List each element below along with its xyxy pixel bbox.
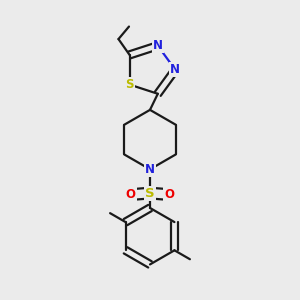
Text: O: O [126,188,136,201]
Text: N: N [145,163,155,176]
Text: N: N [170,63,180,76]
Text: O: O [164,188,174,201]
Text: N: N [153,39,163,52]
Text: S: S [145,187,155,200]
Text: S: S [125,78,134,91]
